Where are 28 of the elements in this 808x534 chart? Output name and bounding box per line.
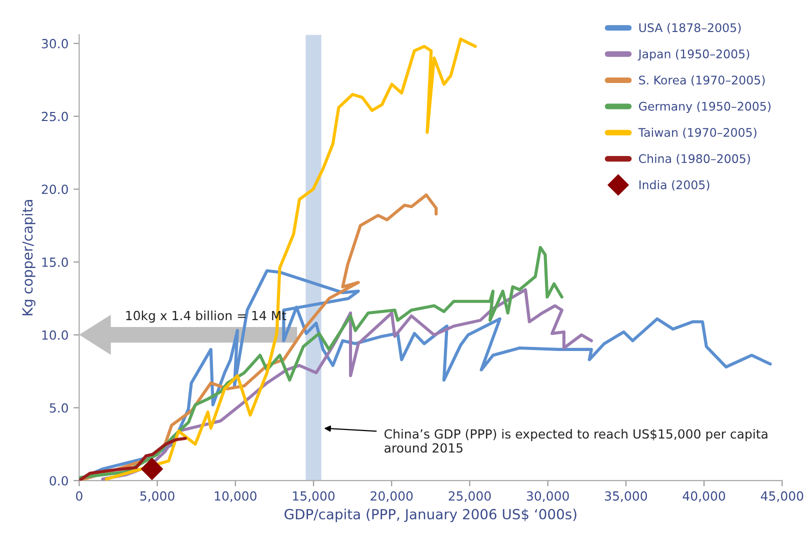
- x-tick-label: 45,000: [760, 491, 804, 502]
- legend-label: Germany (1950–2005): [638, 102, 771, 114]
- line-series: [79, 436, 187, 481]
- x-tick-label: 15,000: [293, 491, 335, 502]
- x-tick-label: 20,000: [370, 491, 413, 502]
- x-tick-label: 10,000: [214, 491, 256, 502]
- y-tick-label: 10.0: [42, 330, 68, 340]
- legend-label: USA (1878–2005): [639, 23, 741, 34]
- legend-label: S. Korea (1970–2005): [639, 75, 765, 86]
- x-tick-label: 0: [76, 491, 82, 501]
- y-tick-label: 5.0: [50, 403, 68, 413]
- x-tick-label: 30,000: [526, 491, 569, 502]
- annotation: China’s GDP (PPP) is expected to reach US$15,000 per capita around 2015: [384, 428, 768, 453]
- legend-label: Japan (1950–2005): [638, 49, 750, 61]
- x-tick-label: 40,000: [682, 491, 726, 502]
- y-tick-label: 15.0: [42, 258, 68, 267]
- legend-label: India (2005): [639, 180, 710, 191]
- y-tick-label: 20.0: [42, 184, 68, 194]
- y-tick-label: 25.0: [42, 112, 68, 122]
- x-tick-label: 5,000: [140, 491, 174, 502]
- legend-label: Taiwan (1970–2005): [638, 128, 756, 138]
- x-axis-title: GDP/capita (PPP, January 2006 US$ ‘000s): [284, 508, 576, 522]
- x-tick-label: 25,000: [448, 491, 491, 502]
- x-tick-label: 35,000: [605, 491, 647, 502]
- y-tick-label: 30.0: [42, 38, 68, 48]
- y-tick-label: 0.0: [50, 476, 68, 486]
- y-axis-title: Kg copper/capita: [22, 200, 36, 316]
- legend-label: China (1980–2005): [638, 154, 750, 164]
